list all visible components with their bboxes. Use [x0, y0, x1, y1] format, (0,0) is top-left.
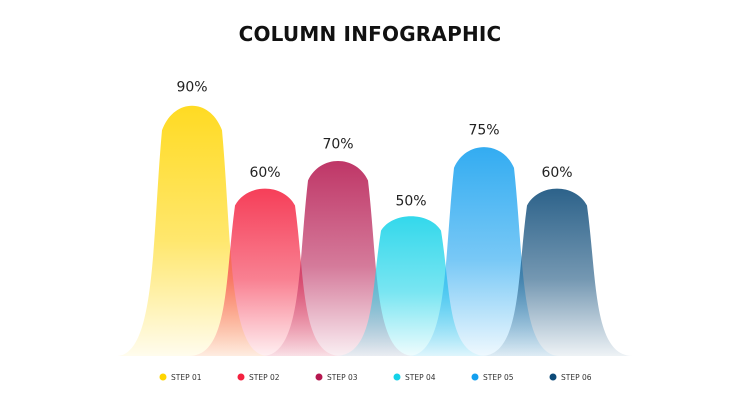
chart-title: COLUMN INFOGRAPHIC — [238, 22, 502, 46]
legend-label-3: STEP 03 — [327, 373, 358, 382]
value-label-3: 70% — [322, 137, 353, 153]
legend: STEP 01 STEP 02 STEP 03 STEP 04 STEP 05 STEP … — [159, 373, 592, 382]
legend-dot-4 — [393, 373, 401, 381]
value-label-4: 50% — [395, 194, 426, 210]
value-label-2: 60% — [249, 165, 280, 181]
legend-dot-5 — [471, 373, 479, 381]
legend-dot-3 — [315, 373, 323, 381]
peak-step-06 — [481, 188, 633, 356]
legend-label-6: STEP 06 — [561, 373, 592, 382]
value-labels-group: 90% 60% 70% 50% 75% 60% — [176, 80, 572, 210]
value-label-6: 60% — [541, 165, 572, 181]
legend-label-2: STEP 02 — [249, 373, 280, 382]
legend-dot-2 — [237, 373, 245, 381]
legend-label-5: STEP 05 — [483, 373, 514, 382]
value-label-1: 90% — [176, 80, 207, 96]
legend-label-1: STEP 01 — [171, 373, 202, 382]
legend-label-4: STEP 04 — [405, 373, 436, 382]
legend-dot-1 — [159, 373, 167, 381]
legend-dot-6 — [549, 373, 557, 381]
value-label-5: 75% — [468, 122, 499, 138]
bell-peaks-group — [116, 105, 633, 356]
